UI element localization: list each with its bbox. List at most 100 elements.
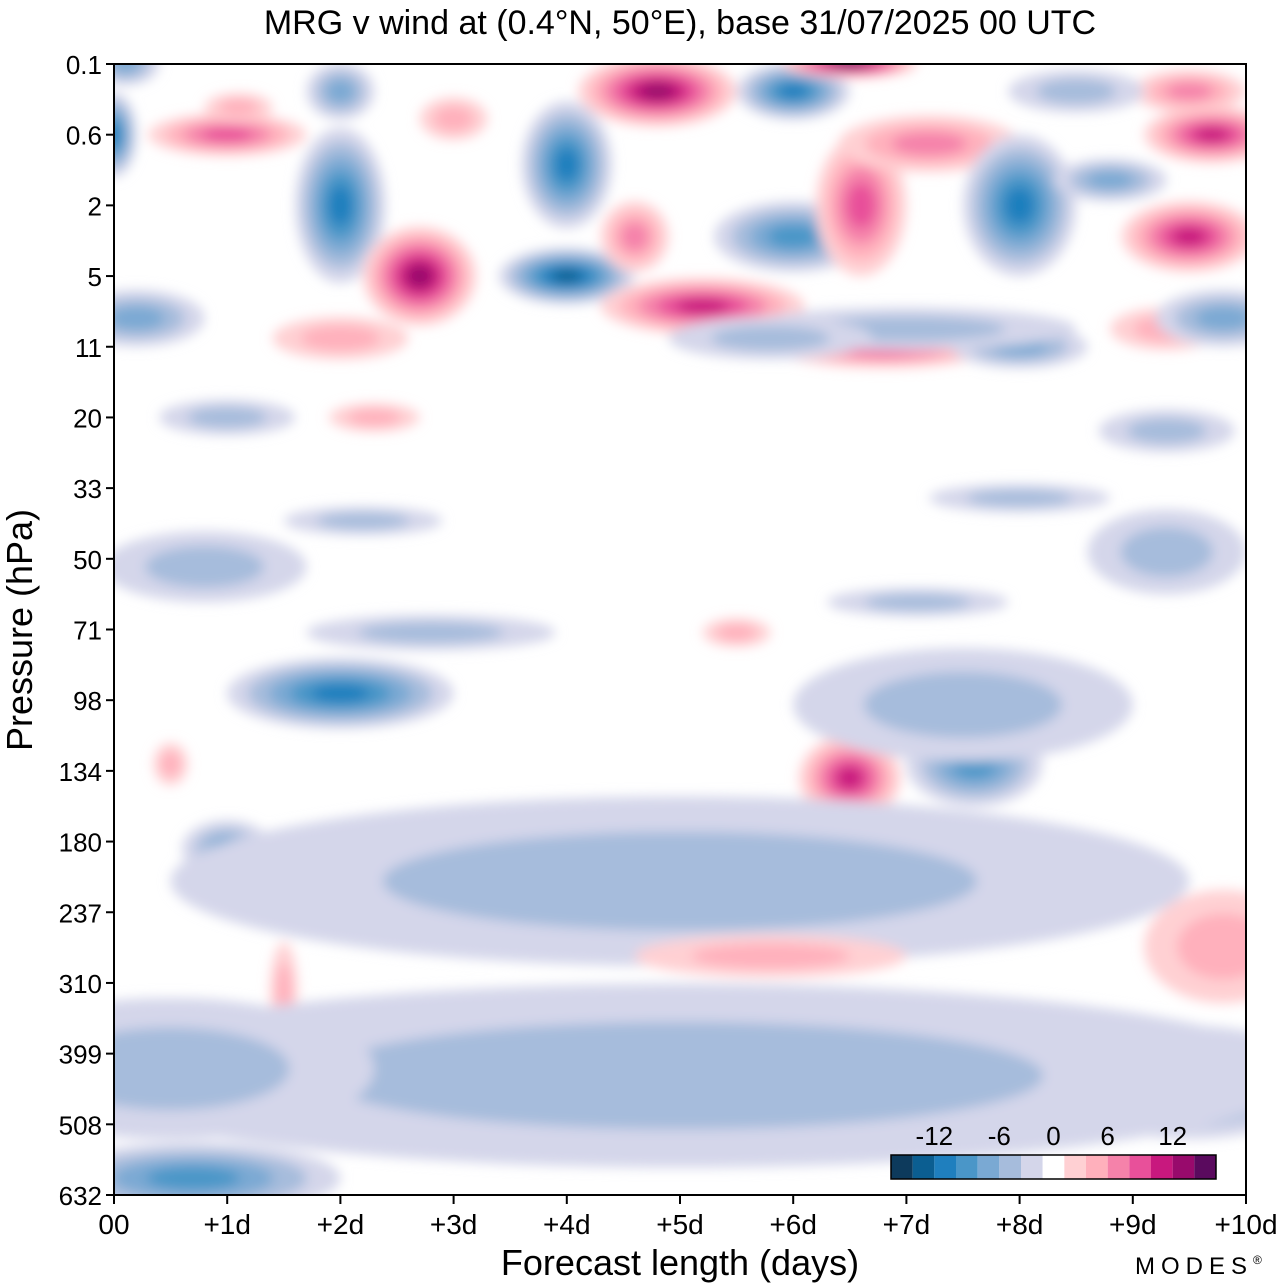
contour-cell [419, 97, 488, 140]
contour-band [1086, 171, 1134, 189]
contour-band [555, 148, 579, 182]
contour-band [311, 684, 370, 703]
contour-cell [521, 101, 613, 229]
colorbar-swatch [1086, 1155, 1108, 1179]
contour-cell [793, 648, 1133, 762]
contour-band [1195, 306, 1246, 330]
x-tick-label: 00 [98, 1209, 129, 1240]
contour-band [640, 83, 675, 100]
colorbar-swatch [891, 1155, 913, 1179]
y-tick-label: 33 [73, 474, 102, 504]
contour-cell [114, 92, 137, 178]
y-tick-label: 71 [73, 616, 102, 646]
y-tick-label: 310 [59, 969, 102, 999]
colorbar-swatch [1042, 1155, 1065, 1179]
contour-cell [498, 247, 635, 305]
contour-cell [227, 658, 454, 729]
contour-band [551, 269, 582, 283]
y-tick-label: 50 [73, 545, 102, 575]
x-axis: 00 +1d +2d +3d +4d +5d +6d +7d +8d +9d +10d [98, 1195, 1278, 1240]
colorbar-frame [890, 1154, 1217, 1180]
contour-band [326, 79, 355, 103]
contour-band [1171, 227, 1208, 246]
contour-band [836, 766, 864, 789]
contour-band [1004, 187, 1035, 224]
contour-cell [815, 134, 907, 277]
contour-cell [283, 506, 443, 535]
contour-band [201, 127, 253, 142]
x-tick-label: +10d [1214, 1209, 1277, 1240]
contour-cell [702, 618, 771, 647]
contour-band [620, 222, 649, 252]
contour-cell [114, 997, 375, 1140]
colorbar-swatch [1194, 1155, 1216, 1179]
contour-band [146, 1166, 241, 1190]
contour-band [218, 99, 259, 116]
contour-cell [929, 483, 1111, 513]
contour-band [1166, 82, 1213, 101]
contour-band [1194, 127, 1230, 143]
contour-cell [170, 796, 1190, 966]
x-axis-label: Forecast length (days) [501, 1242, 859, 1283]
contour-band [407, 265, 433, 287]
y-tick-label: 0.1 [66, 50, 102, 80]
contour-band [863, 671, 1063, 738]
modes-logo: MODES® [1135, 1253, 1268, 1280]
y-tick-label: 508 [59, 1110, 102, 1140]
contour-cell [668, 316, 873, 360]
colorbar-tick-label: -6 [988, 1121, 1011, 1151]
x-tick-label: +7d [883, 1209, 931, 1240]
contour-cell [600, 201, 669, 272]
y-tick-label: 399 [59, 1040, 102, 1070]
contour-band [328, 185, 353, 226]
contour-cell [736, 64, 850, 120]
contour-band [864, 593, 971, 611]
y-tick-label: 237 [59, 898, 102, 928]
colorbar-swatch [1064, 1155, 1086, 1179]
x-tick-label: +2d [317, 1209, 365, 1240]
contour-band [114, 123, 120, 146]
colorbar-tick-label: 12 [1158, 1121, 1187, 1151]
colorbar-swatch [977, 1155, 1000, 1179]
contour-band [691, 943, 850, 969]
y-tick-label: 134 [59, 757, 102, 787]
y-tick-label: 632 [59, 1181, 102, 1211]
contour-band [114, 1027, 290, 1110]
contour-field [114, 64, 1246, 1195]
x-tick-label: +1d [203, 1209, 251, 1240]
contour-cell [781, 64, 918, 79]
contour-band [778, 84, 808, 99]
contour-cell [114, 531, 307, 603]
contour-cell [114, 1142, 341, 1195]
contour-cell [295, 127, 386, 284]
contour-cell [1132, 70, 1246, 113]
y-tick-label: 20 [73, 403, 102, 433]
contour-cell [1087, 509, 1246, 595]
contour-cell [578, 64, 737, 127]
contour-band [1127, 418, 1207, 444]
x-tick-label: +3d [430, 1209, 478, 1240]
contour-band [145, 546, 264, 588]
contour-cell [306, 614, 556, 651]
contour-cell [1053, 158, 1167, 202]
contour-cell [147, 113, 307, 156]
colorbar-swatch [934, 1155, 956, 1179]
contour-cell [114, 983, 1246, 1168]
contour-cell [600, 277, 805, 335]
contour-cell [1098, 409, 1235, 453]
contour-band [767, 225, 819, 248]
y-axis-label: Pressure (hPa) [0, 509, 40, 751]
contour-band [711, 325, 830, 351]
colorbar-swatch [956, 1155, 978, 1179]
contour-cell [114, 64, 160, 86]
y-axis: 0.1 0.6 2 5 11 20 33 50 71 98 134 180 237 310 399 508 63… [59, 50, 114, 1211]
x-tick-label: +4d [543, 1209, 591, 1240]
colorbar-swatch [1129, 1155, 1151, 1179]
contour-cell [827, 588, 1009, 617]
colorbar-swatch [999, 1155, 1021, 1179]
contour-band [716, 624, 757, 641]
contour-cell [363, 226, 477, 326]
contour-band [382, 831, 978, 931]
contour-band [160, 751, 181, 777]
